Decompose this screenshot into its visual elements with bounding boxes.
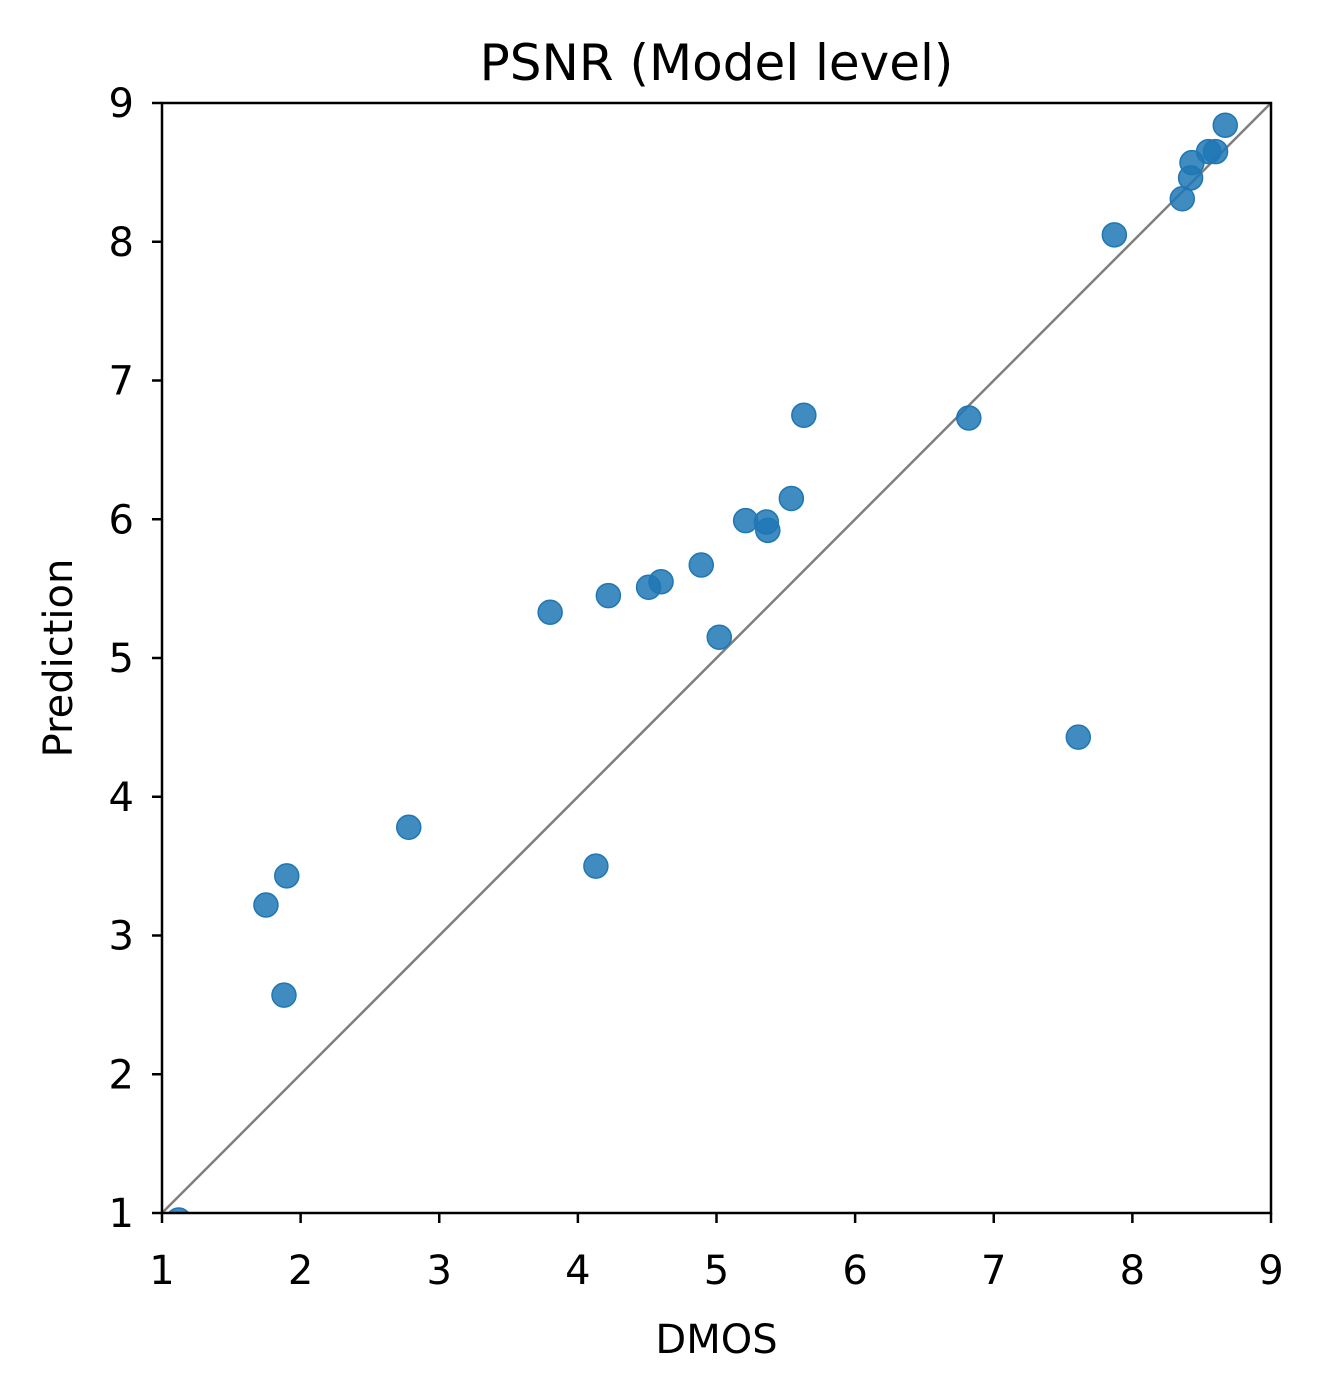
y-tick-label: 6 xyxy=(109,497,134,543)
y-axis: 1 2 3 4 5 6 7 8 9 xyxy=(109,81,162,1237)
data-point xyxy=(1202,138,1229,165)
data-points xyxy=(167,112,1239,1213)
data-point xyxy=(755,517,781,544)
data-point xyxy=(1101,222,1128,248)
x-tick-label: 1 xyxy=(149,1248,174,1294)
data-point xyxy=(778,485,805,512)
data-point xyxy=(274,863,300,889)
data-point xyxy=(956,405,982,431)
y-tick-label: 2 xyxy=(109,1052,134,1098)
x-tick-label: 7 xyxy=(981,1248,1006,1294)
chart-title: PSNR (Model level) xyxy=(480,34,954,92)
y-tick-label: 9 xyxy=(109,81,134,127)
data-point xyxy=(791,402,817,428)
data-point xyxy=(1212,112,1239,138)
x-tick-label: 2 xyxy=(288,1248,313,1294)
y-axis-label: Prediction xyxy=(36,559,82,758)
data-point xyxy=(167,1207,190,1213)
x-tick-label: 6 xyxy=(842,1248,867,1294)
y-tick-label: 5 xyxy=(109,636,134,682)
data-point xyxy=(595,582,622,609)
y-tick-label: 7 xyxy=(109,359,134,405)
y-tick-label: 3 xyxy=(109,914,134,960)
data-point xyxy=(1065,724,1092,750)
data-point xyxy=(537,599,563,625)
data-point xyxy=(688,552,715,578)
y-tick-label: 8 xyxy=(109,220,134,266)
data-point xyxy=(396,814,422,841)
x-axis-label: DMOS xyxy=(655,1317,777,1363)
y-tick-label: 4 xyxy=(109,775,134,821)
x-tick-label: 8 xyxy=(1120,1248,1145,1294)
reference-line xyxy=(161,102,1272,1214)
data-point xyxy=(648,568,674,595)
data-point xyxy=(583,853,609,879)
data-point xyxy=(706,624,733,650)
x-axis: 1 2 3 4 5 6 7 8 9 xyxy=(149,1213,1284,1294)
x-tick-label: 3 xyxy=(427,1248,452,1294)
x-tick-label: 5 xyxy=(704,1248,729,1294)
x-tick-label: 4 xyxy=(565,1248,590,1294)
y-tick-label: 1 xyxy=(109,1191,134,1237)
data-point xyxy=(253,892,279,918)
data-point xyxy=(271,982,297,1008)
x-tick-label: 9 xyxy=(1258,1248,1283,1294)
